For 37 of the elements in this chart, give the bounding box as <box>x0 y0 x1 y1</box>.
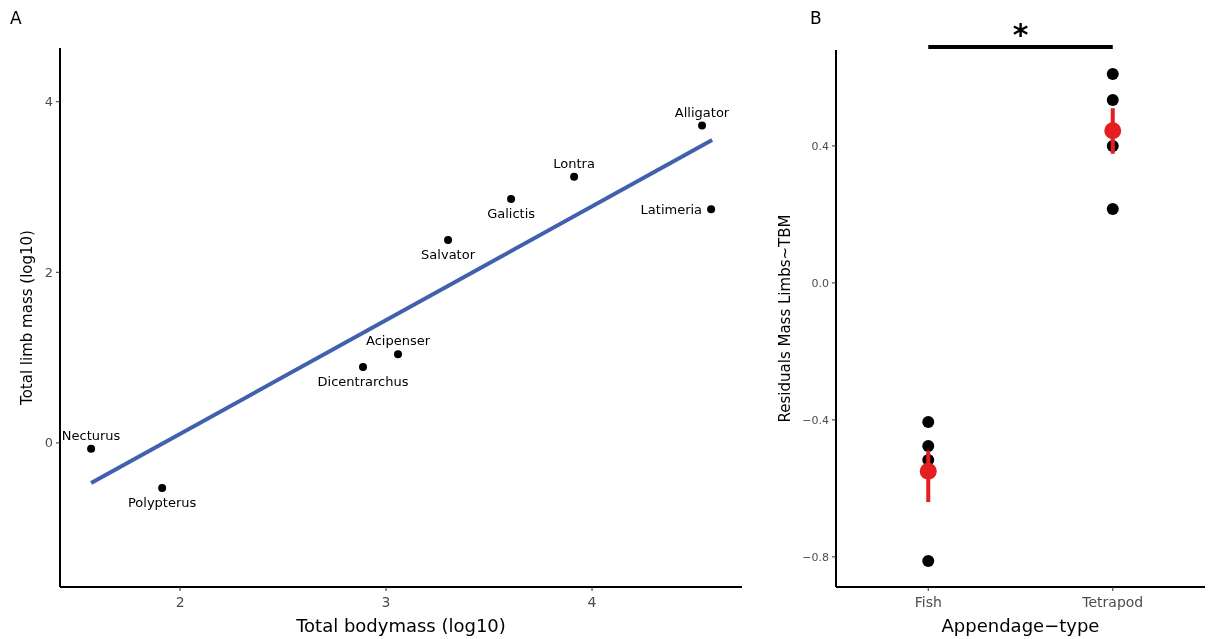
y-tick-label: 0.4 <box>811 139 829 153</box>
point <box>444 235 453 244</box>
x-tick-label: 3 <box>381 594 391 610</box>
x-axis-title: Appendage−type <box>941 615 1100 636</box>
y-axis-title: Residuals Mass Limbs~TBM <box>776 214 794 423</box>
annotation: Lontra <box>553 155 595 171</box>
y-tick-label: 0.0 <box>811 276 829 290</box>
point <box>394 350 403 359</box>
annotation: Acipenser <box>366 333 431 349</box>
annotation: Necturus <box>61 427 121 443</box>
point <box>158 484 167 493</box>
point <box>87 444 96 453</box>
annotation: Salvator <box>421 246 476 262</box>
x-axis-title: Total bodymass (log10) <box>295 615 506 636</box>
annotation: Latimeria <box>640 201 703 217</box>
y-tick-label: 2 <box>44 264 53 280</box>
annotation: Polypterus <box>127 495 197 511</box>
point <box>507 194 516 203</box>
chart-title: A <box>10 8 22 28</box>
point <box>707 205 716 214</box>
x-tick-label: 2 <box>175 594 185 610</box>
y-tick-label: −0.8 <box>802 550 829 564</box>
y-tick-label: 0 <box>44 435 53 451</box>
y-tick-label: 4 <box>44 94 53 110</box>
annotation: * <box>1012 17 1029 52</box>
annotation: Alligator <box>674 104 730 120</box>
y-axis-title: Total limb mass (log10) <box>18 230 36 406</box>
point <box>570 172 579 181</box>
point <box>698 121 707 130</box>
annotation: Galictis <box>487 205 536 221</box>
annotation: Dicentrarchus <box>317 373 409 389</box>
point <box>359 362 367 371</box>
x-tick-label: 4 <box>587 594 597 610</box>
chart-title: B <box>810 8 822 28</box>
x-tick-label: Tetrapod <box>1081 594 1144 610</box>
x-tick-label: Fish <box>914 594 942 610</box>
y-tick-label: −0.4 <box>802 413 829 427</box>
